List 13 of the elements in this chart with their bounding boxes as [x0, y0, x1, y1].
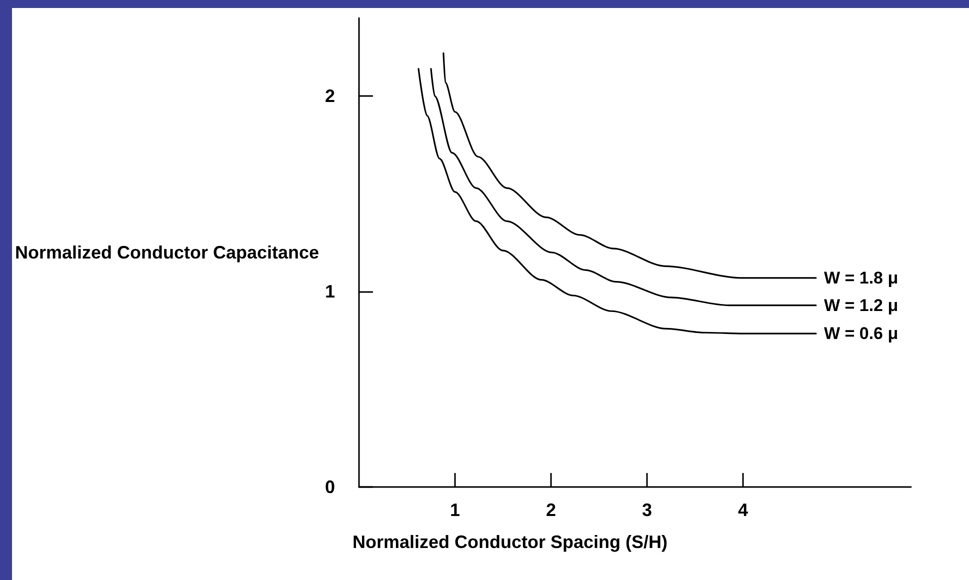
series-label: W = 0.6 μ: [824, 324, 898, 344]
x-axis-title: Normalized Conductor Spacing (S/H): [352, 532, 668, 552]
series-label: W = 1.8 μ: [824, 268, 898, 288]
y-tick-label: 1: [324, 282, 335, 302]
x-tick-label: 2: [546, 500, 556, 520]
line-series: [442, 52, 817, 279]
x-tick-label: 3: [642, 500, 652, 520]
y-tick-label: 0: [324, 477, 335, 497]
x-tick-label: 1: [450, 500, 460, 520]
x-tick-label: 4: [738, 500, 748, 520]
y-axis-title: Normalized Conductor Capacitance: [15, 242, 320, 262]
series-label: W = 1.2 μ: [824, 296, 898, 315]
y-tick-label: 2: [324, 86, 335, 106]
